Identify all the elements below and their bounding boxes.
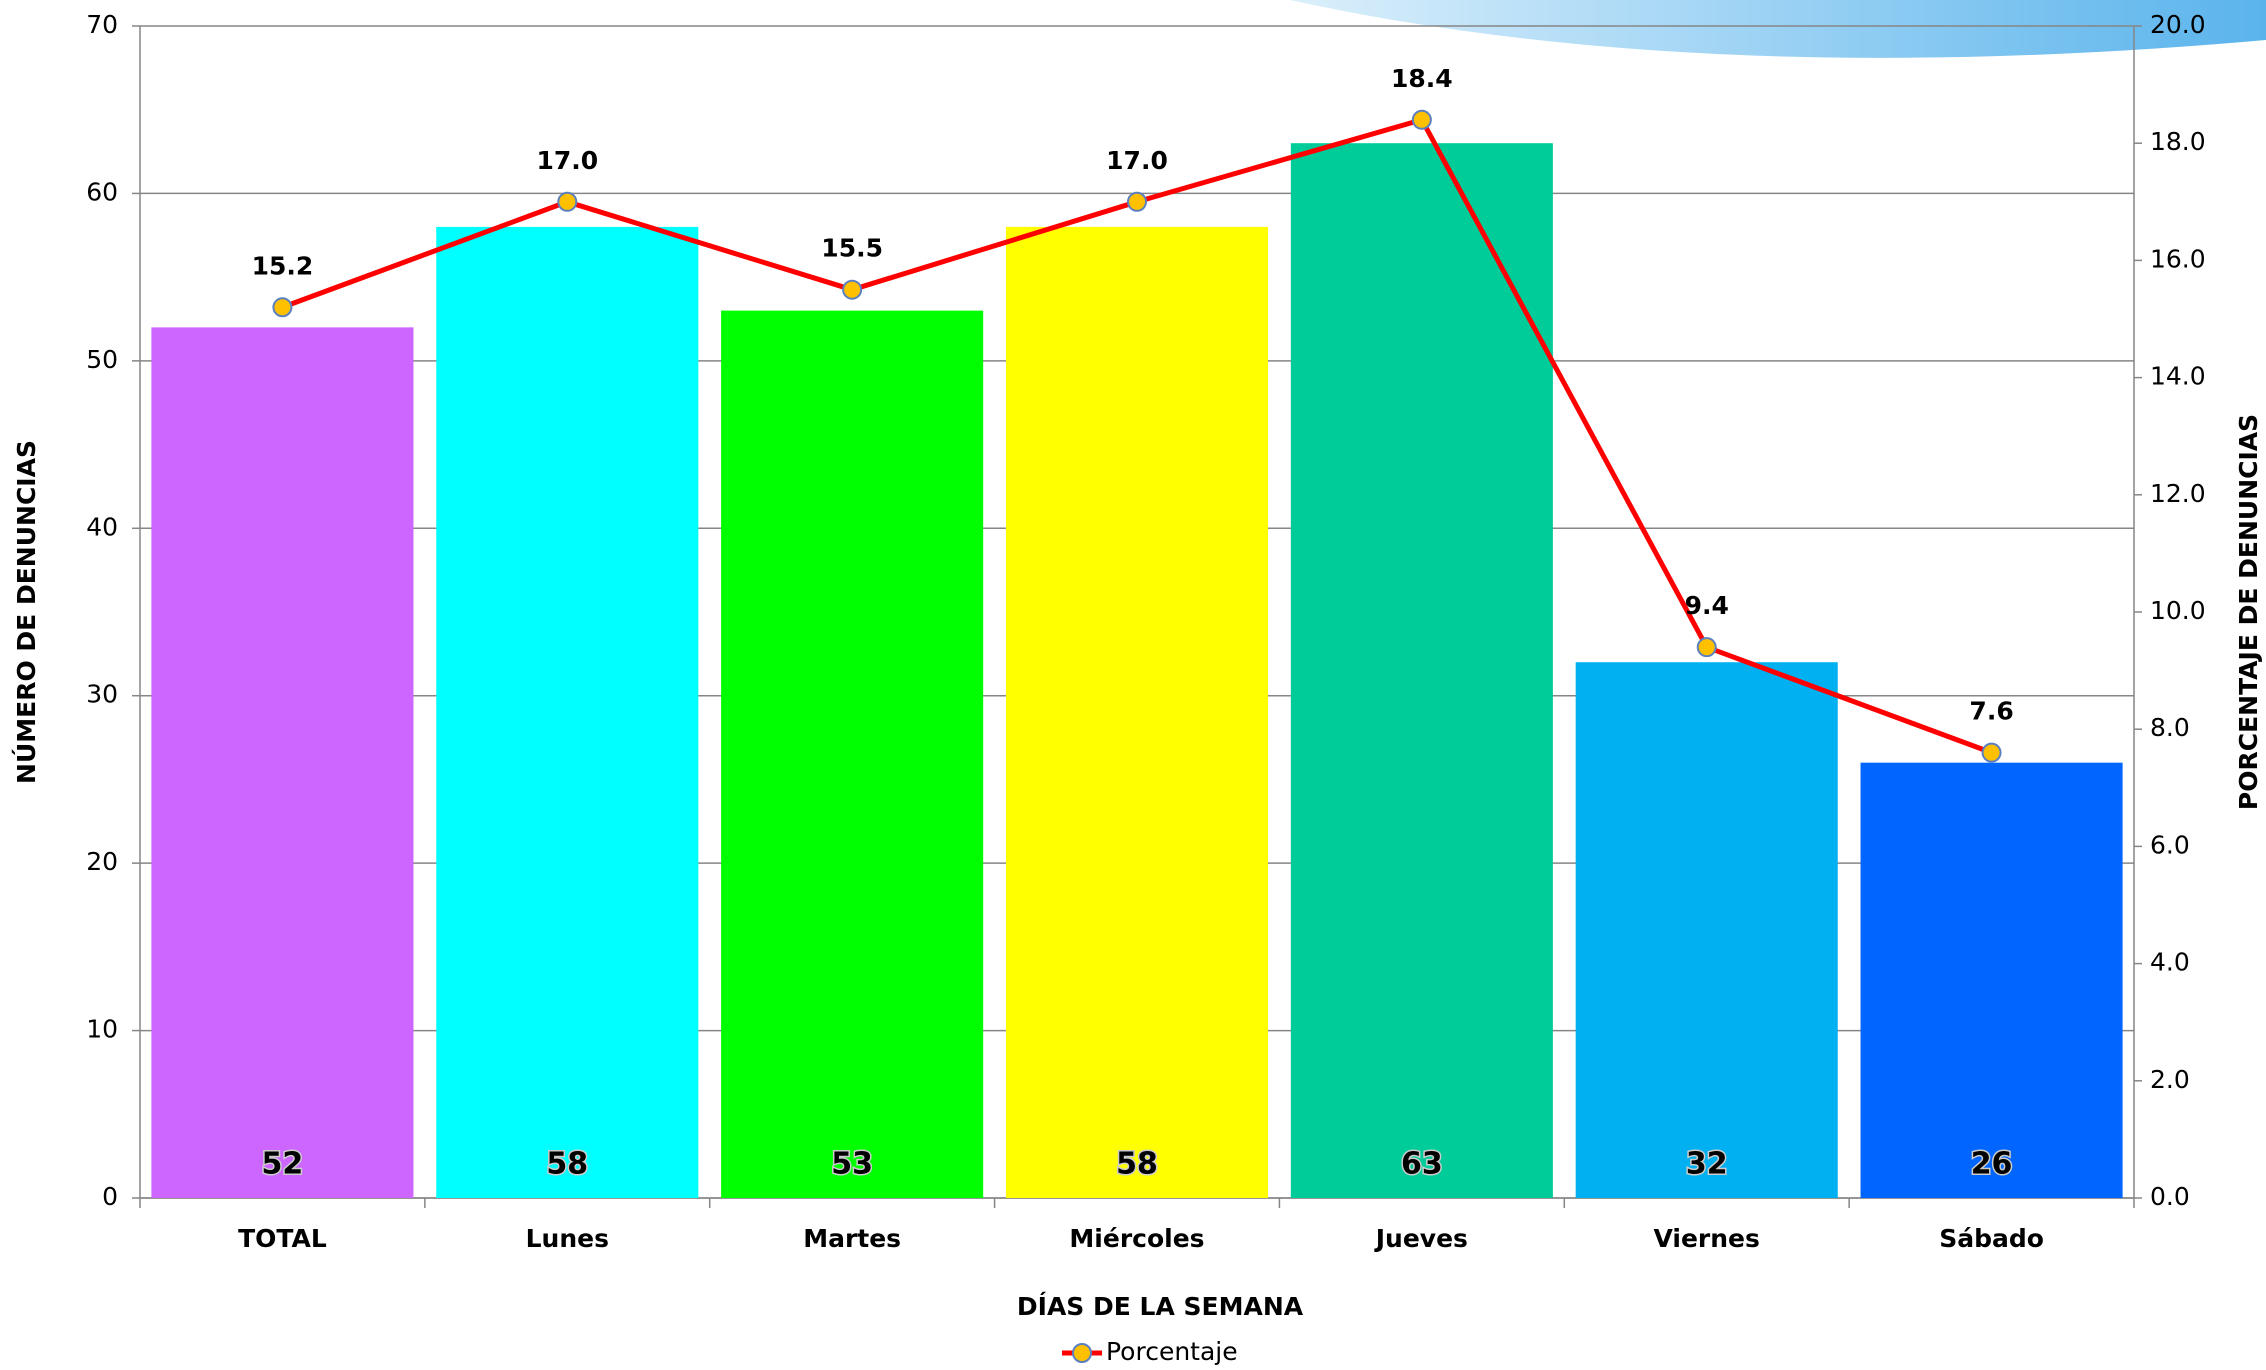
line-marker [1981, 742, 2002, 763]
bar [1005, 226, 1269, 1198]
bar-value-label: 53 [831, 1147, 873, 1182]
line-marker [1127, 191, 1147, 212]
y2-tick-label: 0.0 [2150, 1182, 2190, 1211]
bar-value-label: 58 [546, 1147, 588, 1182]
y-axis-title: NÚMERO DE DENUNCIAS [11, 440, 41, 784]
bar-value-label: 26 [1971, 1147, 2013, 1182]
y-tick-label: 50 [86, 345, 118, 374]
x-tick-label: TOTAL [238, 1224, 327, 1253]
y2-tick-label: 18.0 [2150, 127, 2206, 156]
line-marker [557, 191, 578, 212]
y2-tick-label: 4.0 [2150, 948, 2190, 977]
y-tick-label: 40 [86, 512, 118, 541]
bar [151, 327, 414, 1198]
y2-tick-label: 16.0 [2150, 244, 2206, 273]
y2-axis-title: PORCENTAJE DE DENUNCIAS [2234, 414, 2263, 810]
decoration [1290, 0, 2266, 58]
x-tick-label: Sábado [1939, 1224, 2044, 1253]
bar [721, 310, 984, 1199]
bar [1290, 143, 1553, 1199]
x-tick-label: Martes [803, 1224, 901, 1253]
y2-tick-label: 2.0 [2150, 1065, 2190, 1094]
x-tick-label: Lunes [526, 1224, 609, 1253]
line-value-label: 17.0 [536, 146, 598, 175]
y2-tick-label: 12.0 [2150, 479, 2206, 508]
line-value-label: 17.0 [1106, 146, 1168, 175]
y-tick-label: 60 [86, 177, 118, 206]
legend-label: Porcentaje [1106, 1337, 1238, 1366]
x-tick-label: Jueves [1374, 1224, 1468, 1253]
y-tick-label: 10 [86, 1015, 118, 1044]
legend-marker [1072, 1343, 1092, 1363]
line-value-label: 18.4 [1391, 64, 1453, 93]
y2-tick-label: 20.0 [2150, 10, 2206, 39]
bar [436, 226, 699, 1198]
x-tick-label: Miércoles [1069, 1224, 1204, 1253]
bar-value-label: 58 [1116, 1147, 1158, 1182]
x-axis-title: DÍAS DE LA SEMANA [1017, 1292, 1304, 1321]
bar [1575, 662, 1838, 1198]
line-marker [1696, 637, 1717, 658]
x-tick-label: Viernes [1654, 1224, 1760, 1253]
line-value-label: 15.2 [252, 251, 314, 280]
line-marker [842, 279, 863, 300]
y2-tick-label: 10.0 [2150, 596, 2206, 625]
y-tick-label: 0 [102, 1182, 118, 1211]
y2-tick-label: 8.0 [2150, 713, 2190, 742]
y2-tick-label: 14.0 [2150, 362, 2206, 391]
bar-value-label: 63 [1401, 1147, 1443, 1182]
bar [1860, 762, 2123, 1198]
y-tick-label: 20 [86, 847, 118, 876]
line-value-label: 9.4 [1685, 591, 1729, 620]
y2-tick-label: 6.0 [2150, 830, 2190, 859]
line-marker [1411, 109, 1432, 130]
y-tick-label: 30 [86, 680, 118, 709]
line-value-label: 7.6 [1969, 697, 2013, 726]
line-value-label: 15.5 [821, 234, 883, 263]
bar-value-label: 52 [262, 1147, 304, 1182]
bar-value-label: 32 [1686, 1147, 1728, 1182]
y-tick-label: 70 [86, 10, 118, 39]
line-marker [272, 297, 293, 318]
